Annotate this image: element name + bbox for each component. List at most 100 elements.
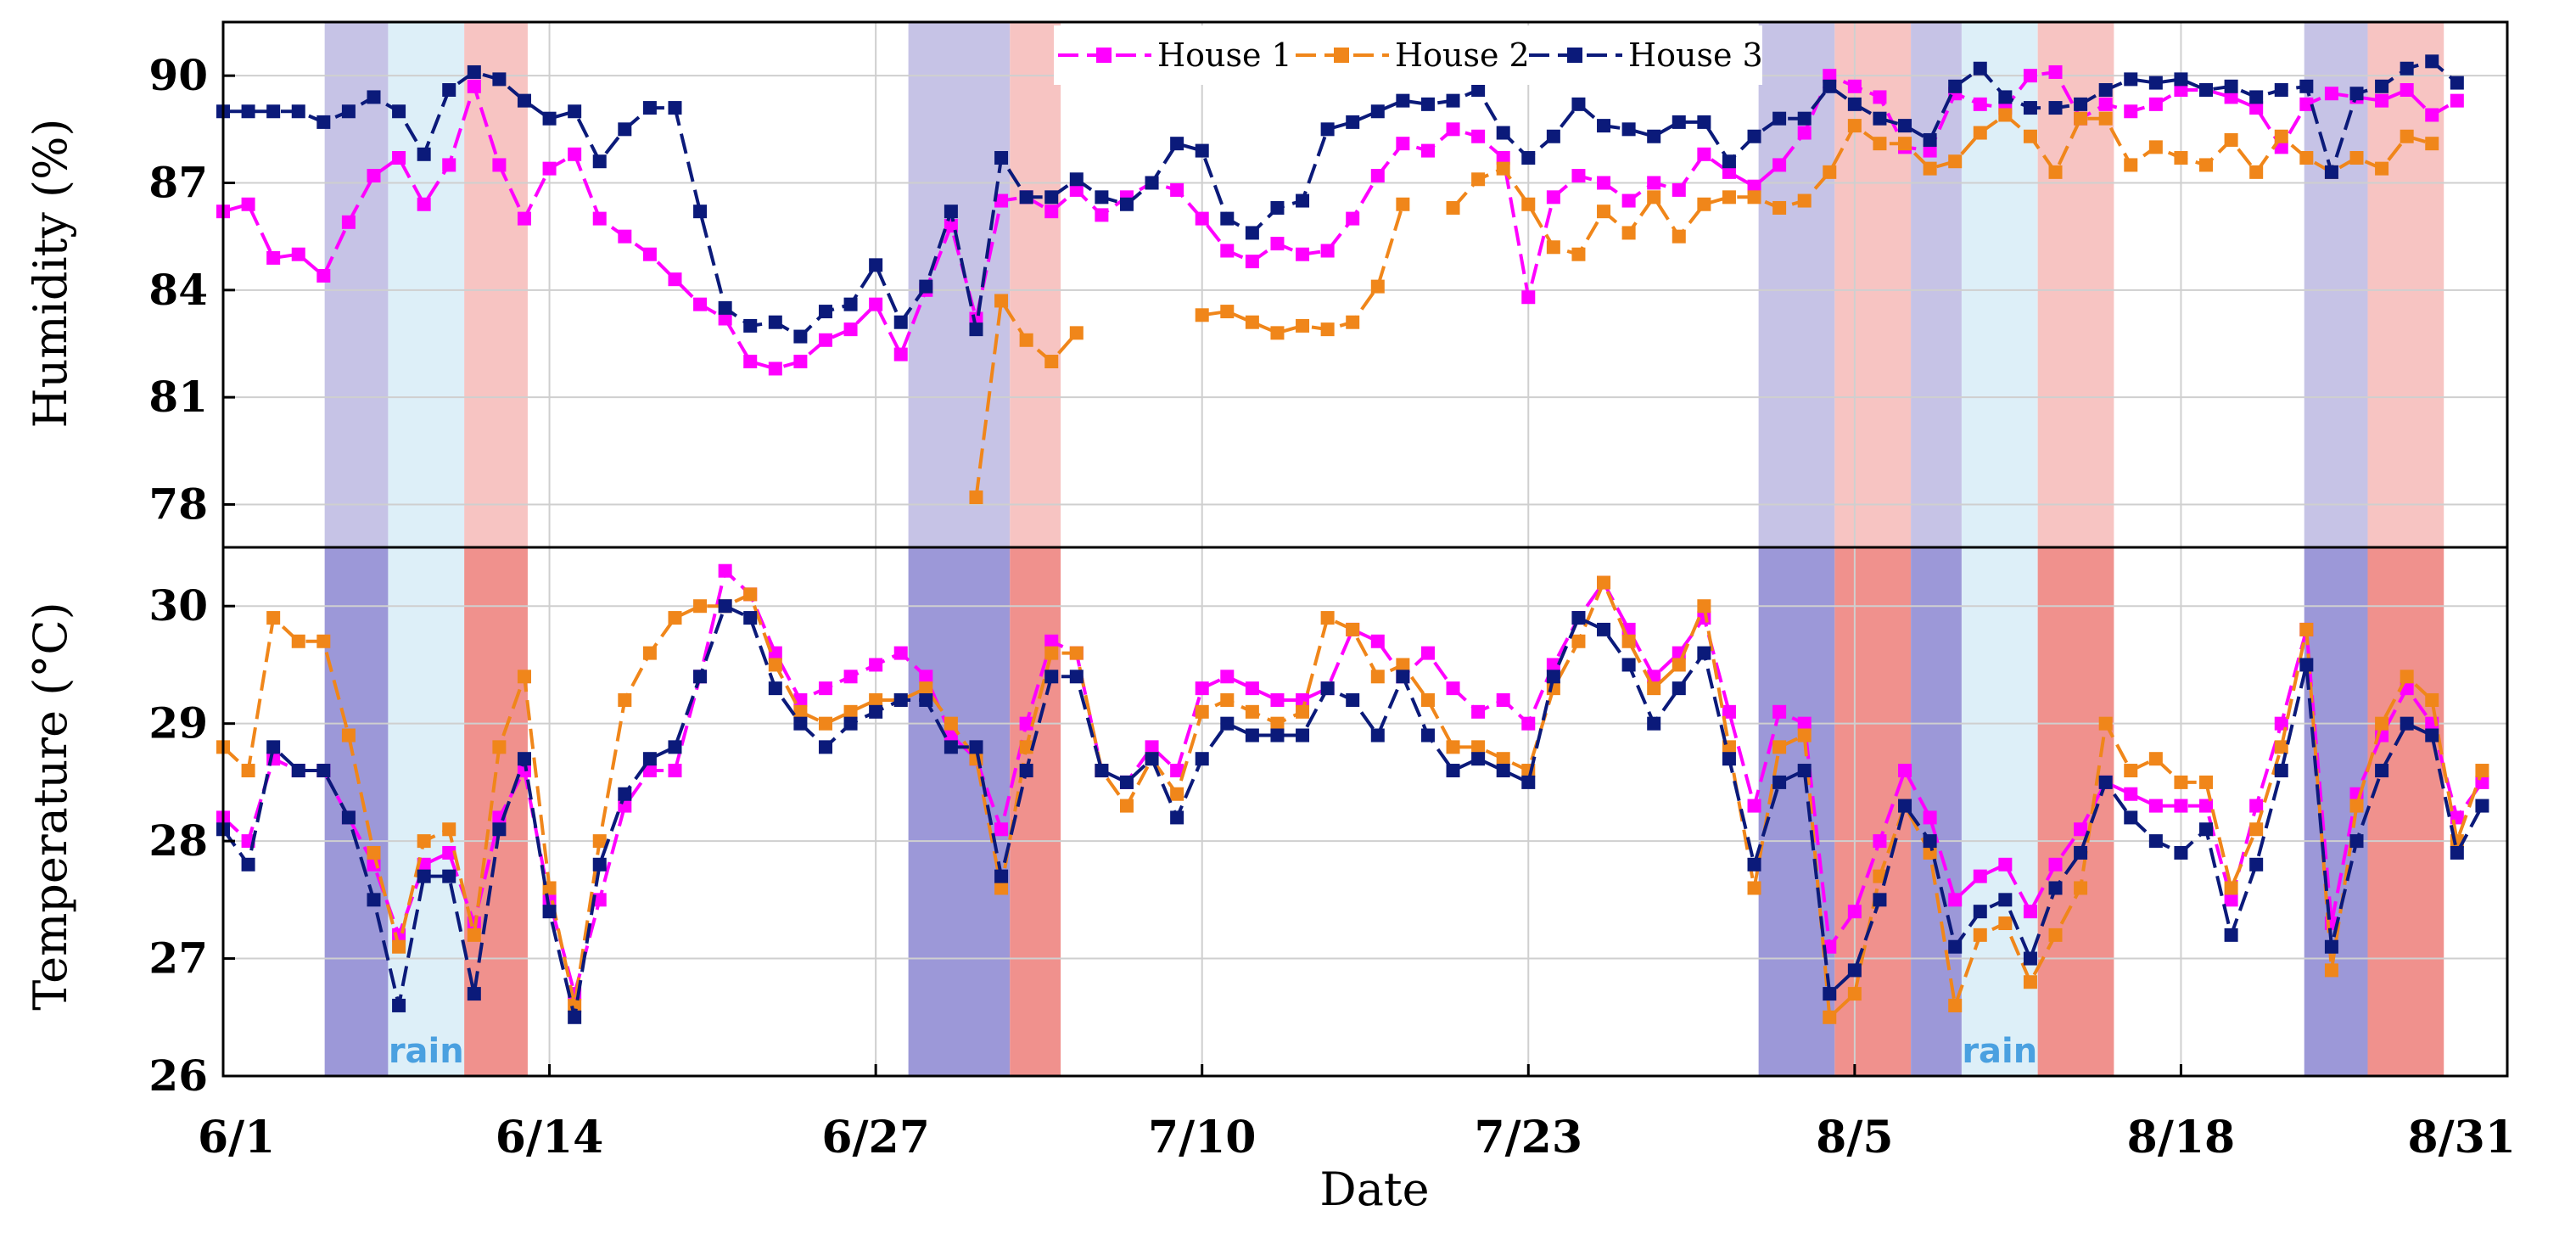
temperature-point-house-1	[1747, 799, 1761, 813]
temperature-point-house-3	[1722, 752, 1736, 766]
humidity-point-house-1	[1923, 143, 1937, 158]
temperature-point-house-3	[1296, 728, 1310, 743]
humidity-point-house-3	[542, 111, 557, 126]
temperature-shade-red-4	[1010, 547, 1061, 1076]
humidity-point-house-3	[1296, 193, 1310, 208]
temperature-point-house-3	[919, 692, 933, 707]
temperature-ytick-label: 27	[148, 933, 208, 984]
temperature-point-house-3	[1697, 646, 1711, 660]
humidity-point-house-3	[1019, 190, 1033, 205]
humidity-point-house-1	[341, 215, 356, 229]
temperature-point-house-1	[2199, 799, 2214, 813]
temperature-point-house-2	[2349, 799, 2364, 813]
temperature-point-house-1	[1898, 764, 1912, 778]
humidity-point-house-3	[2349, 87, 2364, 101]
humidity-point-house-1	[2299, 97, 2314, 111]
humidity-point-house-3	[2450, 76, 2464, 90]
temperature-shade-blue-8	[1961, 547, 2038, 1076]
temperature-point-house-2	[1496, 752, 1510, 766]
humidity-point-house-1	[618, 229, 632, 244]
temperature-point-house-3	[1220, 716, 1235, 731]
temperature-point-house-3	[2324, 939, 2338, 954]
temperature-point-house-2	[1270, 716, 1285, 731]
humidity-point-house-3	[893, 315, 908, 329]
humidity-point-house-2	[1873, 137, 1887, 151]
humidity-point-house-3	[2299, 79, 2314, 93]
temperature-point-house-1	[869, 658, 883, 672]
temperature-point-house-2	[2400, 670, 2414, 684]
temperature-point-house-3	[1044, 670, 1059, 684]
temperature-point-house-3	[1270, 728, 1285, 743]
humidity-point-house-1	[693, 297, 708, 311]
humidity-point-house-1	[1245, 255, 1259, 269]
humidity-point-house-1	[2249, 101, 2264, 115]
humidity-point-house-1	[1220, 244, 1235, 258]
temperature-point-house-2	[1823, 1010, 1837, 1024]
temperature-shade-purple-3	[908, 547, 1011, 1076]
humidity-point-house-2	[2224, 132, 2238, 147]
temperature-point-house-3	[1847, 963, 1862, 978]
humidity-point-house-2	[969, 490, 983, 505]
temperature-point-house-2	[944, 716, 958, 731]
humidity-point-house-3	[592, 154, 607, 169]
humidity-point-house-2	[1772, 200, 1787, 215]
humidity-shade-blue-1	[388, 22, 465, 547]
temperature-point-house-3	[718, 599, 732, 614]
temperature-point-house-3	[341, 810, 356, 825]
humidity-point-house-3	[618, 122, 632, 137]
temperature-point-house-3	[1973, 905, 1987, 919]
humidity-point-house-2	[2274, 129, 2288, 143]
temperature-point-house-2	[2148, 752, 2163, 766]
temperature-point-house-3	[492, 822, 507, 837]
humidity-point-house-3	[2098, 83, 2113, 98]
legend-marker-house-2	[1334, 48, 1349, 63]
temperature-point-house-2	[919, 681, 933, 696]
temperature-point-house-2	[1296, 704, 1310, 719]
temperature-point-house-3	[1873, 893, 1887, 907]
humidity-point-house-1	[392, 151, 406, 165]
humidity-point-house-2	[1346, 315, 1360, 329]
humidity-point-house-3	[743, 318, 758, 333]
humidity-point-house-3	[2249, 90, 2264, 104]
temperature-point-house-3	[693, 670, 708, 684]
humidity-point-house-1	[291, 247, 305, 261]
humidity-point-house-3	[1948, 79, 1963, 93]
humidity-point-house-2	[1396, 197, 1410, 211]
humidity-point-house-3	[944, 205, 958, 219]
temperature-point-house-2	[442, 822, 456, 837]
humidity-point-house-1	[1370, 169, 1385, 183]
temperature-point-house-3	[1346, 692, 1360, 707]
humidity-point-house-2	[2023, 129, 2037, 143]
humidity-series	[216, 54, 2464, 505]
humidity-point-house-3	[768, 315, 782, 329]
temperature-point-house-2	[1797, 728, 1812, 743]
temperature-frame	[221, 546, 2509, 1078]
humidity-point-house-1	[994, 193, 1009, 208]
humidity-point-house-1	[2023, 69, 2037, 83]
temperature-point-house-3	[568, 1010, 582, 1024]
humidity-point-house-2	[1948, 154, 1963, 169]
temperature-point-house-3	[743, 611, 758, 625]
humidity-point-house-1	[2400, 83, 2414, 98]
temperature-point-house-2	[1672, 658, 1686, 672]
humidity-point-house-3	[994, 151, 1009, 165]
humidity-point-house-2	[1521, 197, 1536, 211]
humidity-point-house-1	[2098, 97, 2113, 111]
temperature-point-house-3	[2274, 764, 2288, 778]
temperature-point-house-1	[517, 764, 531, 778]
humidity-point-house-2	[2400, 129, 2414, 143]
temperature-point-house-3	[2174, 845, 2188, 860]
temperature-point-house-3	[618, 787, 632, 801]
humidity-point-house-3	[1320, 122, 1335, 137]
temperature-point-house-3	[1320, 681, 1335, 696]
humidity-point-house-1	[818, 333, 832, 347]
humidity-point-house-1	[492, 158, 507, 172]
humidity-point-house-3	[1446, 93, 1460, 108]
humidity-point-house-3	[1370, 104, 1385, 119]
humidity-point-house-1	[1546, 190, 1560, 205]
humidity-point-house-3	[1898, 119, 1912, 133]
temperature-point-house-2	[1195, 704, 1209, 719]
humidity-point-house-3	[1195, 143, 1209, 158]
humidity-point-house-1	[768, 361, 782, 376]
temperature-point-house-3	[1672, 681, 1686, 696]
